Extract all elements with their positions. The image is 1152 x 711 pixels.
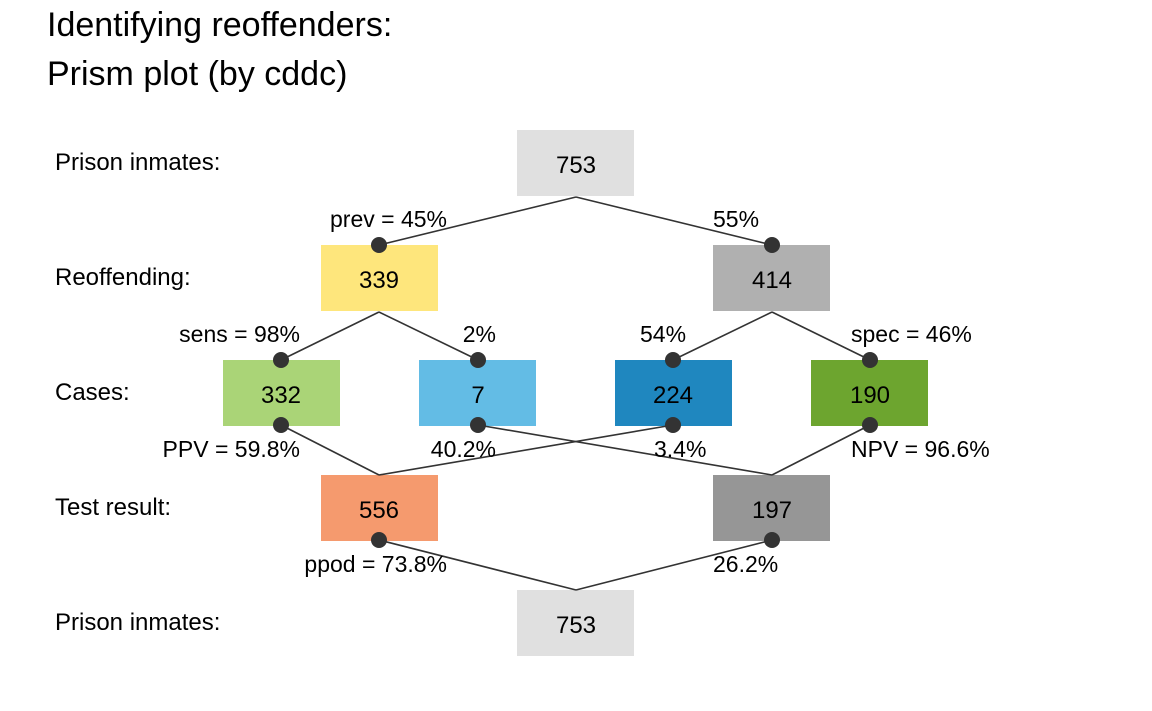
node-bottom-total-box: [517, 590, 634, 656]
edge-dec-neg-to-total: [575, 539, 773, 591]
edge-fa-to-dec-pos: [378, 424, 674, 476]
row-label-reoffending: Reoffending:: [55, 264, 191, 291]
node-dec-pos-value: 556: [359, 497, 399, 524]
dot-fa-top: [665, 352, 681, 368]
dot-cr-bottom: [862, 417, 878, 433]
edge-hi-to-dec-pos: [280, 424, 380, 476]
edge-label-miss-rate: 2%: [463, 321, 496, 347]
edge-label-prev: prev = 45%: [330, 206, 447, 232]
edge-label-npv: NPV = 96.6%: [851, 436, 990, 462]
dot-fa-bottom: [665, 417, 681, 433]
edge-label-not-ppod: 26.2%: [713, 551, 778, 577]
edge-label-ppod: ppod = 73.8%: [304, 551, 447, 577]
node-fa-value: 224: [653, 382, 693, 409]
node-cr-value: 190: [850, 382, 890, 409]
node-dec-neg-value: 197: [752, 497, 792, 524]
node-dec-neg-box: [713, 475, 830, 541]
node-top-total-box: [517, 130, 634, 196]
node-reoffending-false-value: 414: [752, 267, 792, 294]
node-mi-box: [419, 360, 536, 426]
edge-cr-to-dec-neg: [771, 424, 871, 476]
edge-false-to-fa: [672, 311, 773, 361]
edge-false-to-cr: [771, 311, 871, 361]
node-hi-box: [223, 360, 340, 426]
dot-mi-bottom: [470, 417, 486, 433]
node-cr-box: [811, 360, 928, 426]
dot-reoffend-false: [764, 237, 780, 253]
edge-label-ppv: PPV = 59.8%: [163, 436, 300, 462]
edge-true-to-hi: [280, 311, 380, 361]
edge-mi-to-dec-neg: [477, 424, 773, 476]
edges: [280, 196, 871, 591]
node-mi-value: 7: [471, 382, 484, 409]
dot-dec-pos: [371, 532, 387, 548]
node-reoffending-false-box: [713, 245, 830, 311]
edge-label-fa-rate: 54%: [640, 321, 686, 347]
dot-reoffend-true: [371, 237, 387, 253]
edge-label-not-prev: 55%: [713, 206, 759, 232]
chart-title-line-2: Prism plot (by cddc): [47, 55, 348, 93]
connection-dots: [273, 237, 878, 548]
node-reoffending-true-value: 339: [359, 267, 399, 294]
dot-hi-bottom: [273, 417, 289, 433]
dot-dec-neg: [764, 532, 780, 548]
node-fa-box: [615, 360, 732, 426]
row-label-cases: Cases:: [55, 379, 130, 406]
edge-label-fdr: 3.4%: [654, 436, 706, 462]
row-label-test-result: Test result:: [55, 494, 171, 521]
node-dec-pos-box: [321, 475, 438, 541]
dot-cr-top: [862, 352, 878, 368]
edge-dec-pos-to-total: [378, 539, 577, 591]
dot-hi-top: [273, 352, 289, 368]
row-label-prison-inmates-bottom: Prison inmates:: [55, 609, 220, 636]
edge-total-to-reoffend-false: [575, 196, 773, 246]
chart-title-line-1: Identifying reoffenders:: [47, 6, 393, 44]
edge-total-to-reoffend-true: [378, 196, 577, 246]
row-label-prison-inmates-top: Prison inmates:: [55, 149, 220, 176]
node-bottom-total-value: 753: [556, 612, 596, 639]
node-boxes: [223, 130, 928, 656]
edge-label-for: 40.2%: [431, 436, 496, 462]
edge-true-to-mi: [378, 311, 479, 361]
node-hi-value: 332: [261, 382, 301, 409]
edge-label-spec: spec = 46%: [851, 321, 972, 347]
dot-mi-top: [470, 352, 486, 368]
node-top-total-value: 753: [556, 152, 596, 179]
edge-label-sens: sens = 98%: [179, 321, 300, 347]
node-reoffending-true-box: [321, 245, 438, 311]
